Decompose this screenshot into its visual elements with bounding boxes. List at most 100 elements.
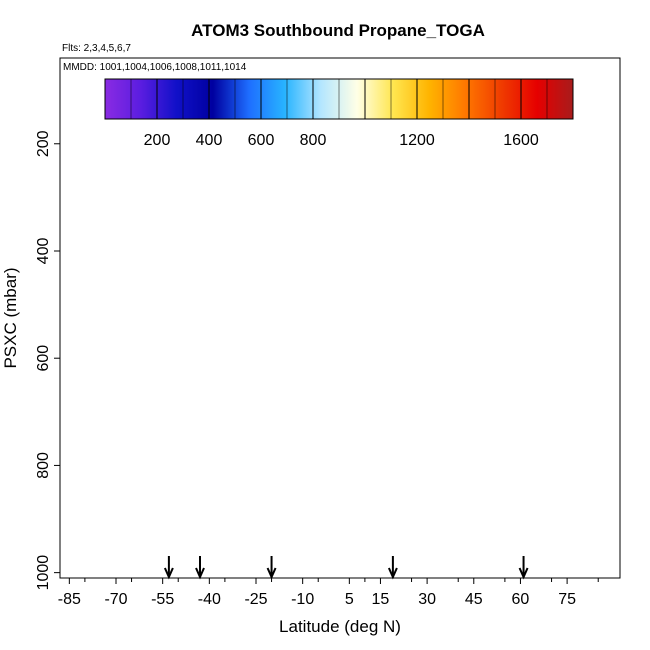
sample-point (507, 553, 512, 558)
sample-point (139, 312, 144, 317)
sample-point (157, 390, 162, 395)
sample-point (293, 320, 298, 325)
sample-point (106, 448, 111, 453)
sample-point (173, 435, 178, 440)
sample-point (395, 286, 400, 291)
sample-point (495, 545, 500, 550)
sample-point (536, 298, 541, 303)
flights-label: Flts: 2,3,4,5,6,7 (62, 43, 131, 54)
sample-point (371, 473, 376, 478)
sample-point (511, 331, 516, 336)
sample-point (93, 344, 98, 349)
sample-point (138, 281, 143, 286)
sample-point (144, 273, 149, 278)
sample-point (533, 507, 538, 512)
sample-point (417, 467, 422, 472)
sample-point (132, 170, 137, 175)
sample-point (108, 211, 113, 216)
sample-point (104, 477, 109, 482)
sample-point (97, 191, 102, 196)
sample-point (405, 431, 410, 436)
sample-point (400, 313, 405, 318)
sample-point (343, 483, 348, 488)
sample-point (508, 293, 513, 298)
sample-point (375, 463, 380, 468)
sample-point (533, 505, 538, 510)
sample-point (123, 504, 128, 509)
sample-point (501, 482, 506, 487)
sample-point (471, 335, 476, 340)
sample-point (145, 351, 150, 356)
sample-point (494, 332, 499, 337)
sample-point (439, 301, 444, 306)
sample-point (208, 426, 213, 431)
sample-point (118, 357, 123, 362)
sample-point (543, 455, 548, 460)
sample-point (106, 467, 111, 472)
sample-point (102, 470, 107, 475)
sample-point (248, 210, 253, 215)
x-tick-label: -25 (244, 591, 267, 608)
x-tick-label: 15 (372, 591, 390, 608)
sample-point (136, 432, 141, 437)
sample-point (473, 389, 478, 394)
y-tick-label: 600 (35, 345, 52, 372)
sample-point (261, 454, 266, 459)
sample-point (306, 537, 311, 542)
sample-point (173, 343, 178, 348)
sample-point (138, 383, 143, 388)
sample-point (125, 476, 130, 481)
sample-point (119, 328, 124, 333)
sample-point (323, 219, 328, 224)
sample-point (101, 363, 106, 368)
mmdd-label: MMDD: 1001,1004,1006,1008,1011,1014 (63, 62, 247, 73)
sample-point (538, 202, 543, 207)
sample-point (509, 185, 514, 190)
sample-point (302, 488, 307, 493)
sample-point (489, 187, 494, 192)
x-tick-label: -70 (104, 591, 127, 608)
sample-point (452, 268, 457, 273)
sample-point (441, 265, 446, 270)
sample-point (481, 359, 486, 364)
sample-point (534, 296, 539, 301)
sample-point (148, 298, 153, 303)
sample-point (216, 500, 221, 505)
sample-point (397, 193, 402, 198)
sample-point (161, 199, 166, 204)
sample-point (101, 434, 106, 439)
sample-point (108, 303, 113, 308)
sample-point (542, 490, 547, 495)
sample-point (401, 402, 406, 407)
sample-point (526, 460, 531, 465)
sample-point (447, 419, 452, 424)
sample-point (350, 447, 355, 452)
sample-point (96, 373, 101, 378)
sample-point (457, 506, 462, 511)
sample-point (462, 393, 467, 398)
sample-point (466, 394, 471, 399)
sample-point (90, 175, 95, 180)
sample-point (210, 387, 215, 392)
sample-point (228, 411, 233, 416)
x-tick-label: 45 (465, 591, 483, 608)
sample-point (318, 282, 323, 287)
sample-point (229, 517, 234, 522)
sample-point (285, 510, 290, 515)
sample-point (124, 179, 129, 184)
sample-point (137, 194, 142, 199)
sample-point (375, 493, 380, 498)
sample-point (422, 511, 427, 516)
sample-point (535, 258, 540, 263)
sample-point (115, 539, 120, 544)
sample-point (456, 274, 461, 279)
profile-arrow-head (266, 567, 277, 580)
sample-point (147, 316, 152, 321)
sample-point (116, 347, 121, 352)
sample-point (454, 179, 459, 184)
x-tick-label: 60 (512, 591, 530, 608)
sample-point (404, 173, 409, 178)
sample-point (539, 251, 544, 256)
sample-point (103, 344, 108, 349)
sample-point (207, 171, 212, 176)
